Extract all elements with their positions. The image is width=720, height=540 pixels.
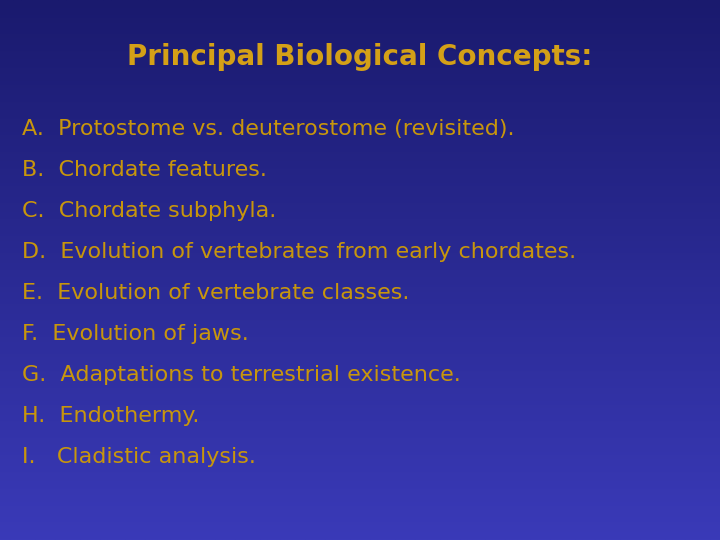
- Text: D.  Evolution of vertebrates from early chordates.: D. Evolution of vertebrates from early c…: [22, 242, 576, 262]
- Text: Principal Biological Concepts:: Principal Biological Concepts:: [127, 43, 593, 71]
- Text: E.  Evolution of vertebrate classes.: E. Evolution of vertebrate classes.: [22, 283, 409, 303]
- Text: G.  Adaptations to terrestrial existence.: G. Adaptations to terrestrial existence.: [22, 365, 460, 385]
- Text: H.  Endothermy.: H. Endothermy.: [22, 406, 199, 426]
- Text: I.   Cladistic analysis.: I. Cladistic analysis.: [22, 447, 256, 467]
- Text: F.  Evolution of jaws.: F. Evolution of jaws.: [22, 324, 248, 344]
- Text: B.  Chordate features.: B. Chordate features.: [22, 160, 266, 180]
- Text: A.  Protostome vs. deuterostome (revisited).: A. Protostome vs. deuterostome (revisite…: [22, 119, 514, 139]
- Text: C.  Chordate subphyla.: C. Chordate subphyla.: [22, 201, 276, 221]
